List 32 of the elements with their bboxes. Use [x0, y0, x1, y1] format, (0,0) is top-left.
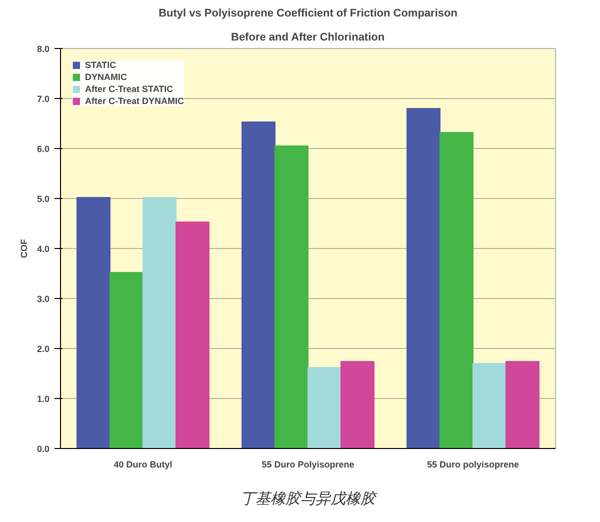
legend-label: DYNAMIC	[85, 72, 127, 82]
bar	[274, 146, 308, 448]
chart-subtitle: Before and After Chlorination	[230, 32, 385, 44]
chart-title: Butyl vs Polyisoprene Coefficient of Friction Comparison	[158, 8, 458, 20]
bar	[76, 197, 110, 448]
bar	[242, 122, 276, 448]
bar	[506, 361, 540, 448]
y-tick-label: 0.0	[36, 444, 50, 454]
x-tick-label: 55 Duro Polyisoprene	[262, 460, 354, 470]
bar	[440, 132, 474, 448]
bar	[176, 222, 210, 448]
text: 丁基橡胶与异戊橡胶	[240, 490, 378, 508]
bar	[340, 361, 374, 448]
legend-label: After C-Treat DYNAMIC	[85, 96, 184, 106]
y-tick-label: 1.0	[36, 394, 50, 404]
bar	[110, 272, 144, 448]
bar	[142, 197, 176, 448]
y-axis-title: COF	[18, 238, 29, 258]
y-tick-label: 7.0	[36, 94, 50, 104]
y-tick-label: 3.0	[36, 294, 50, 304]
legend-label: After C-Treat STATIC	[85, 84, 174, 94]
bar	[472, 363, 506, 448]
y-tick-label: 5.0	[36, 194, 50, 204]
legend-label: STATIC	[85, 60, 116, 70]
y-tick-label: 2.0	[36, 344, 50, 354]
bar	[406, 108, 440, 448]
bar	[308, 367, 342, 448]
y-tick-label: 4.0	[36, 244, 50, 254]
x-tick-label: 40 Duro Butyl	[114, 460, 172, 470]
x-tick-label: 55 Duro polyisoprene	[426, 460, 520, 470]
y-tick-label: 6.0	[36, 144, 50, 154]
y-tick-label: 8.0	[36, 44, 50, 54]
